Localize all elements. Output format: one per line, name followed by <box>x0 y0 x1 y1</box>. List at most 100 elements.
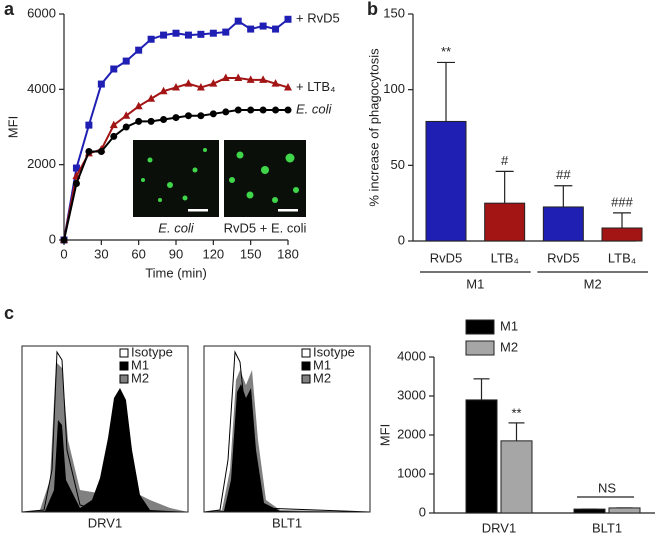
marker <box>122 123 130 131</box>
legend-label: M2 <box>313 370 331 385</box>
panel-label: a <box>4 0 15 19</box>
marker <box>247 25 255 33</box>
marker <box>135 117 143 125</box>
marker <box>184 31 192 39</box>
marker <box>85 121 93 129</box>
y-tick-label: 100 <box>383 81 405 96</box>
y-axis-label: MFI <box>377 424 392 446</box>
marker <box>122 111 131 119</box>
marker <box>184 112 192 120</box>
marker <box>272 106 280 114</box>
marker <box>271 79 280 87</box>
category-annotation: NS <box>598 480 616 495</box>
marker <box>284 106 292 114</box>
marker <box>222 108 230 116</box>
x-tick-label: 90 <box>169 246 183 261</box>
legend-swatch <box>465 319 495 335</box>
group-label: M2 <box>584 276 602 291</box>
marker <box>134 101 143 110</box>
panel-label: c <box>4 303 14 323</box>
y-tick-label: 2000 <box>27 156 56 171</box>
marker <box>209 110 217 118</box>
panel-label: b <box>367 0 378 19</box>
y-tick-label: 1000 <box>397 465 426 480</box>
marker <box>221 73 230 82</box>
marker <box>159 86 168 95</box>
marker <box>196 82 205 91</box>
marker <box>234 106 242 114</box>
x-tick-label: 150 <box>240 246 262 261</box>
marker <box>172 114 180 122</box>
y-tick-label: 2000 <box>397 426 426 441</box>
marker <box>184 79 193 87</box>
bar-annotation: ### <box>611 194 633 209</box>
x-tick-label: RvD5 <box>430 250 463 265</box>
marker <box>259 22 267 30</box>
x-axis-label: BLT1 <box>272 515 302 530</box>
y-tick-label: 4000 <box>397 348 426 363</box>
bar <box>500 440 533 514</box>
y-tick-label: 0 <box>419 504 426 519</box>
inset-caption: E. coli <box>158 220 195 235</box>
marker <box>209 79 218 87</box>
y-tick-label: 50 <box>391 157 405 172</box>
legend-swatch <box>119 361 129 371</box>
marker <box>110 65 118 73</box>
marker <box>122 57 130 65</box>
bar <box>484 202 526 242</box>
y-axis-label: MFI <box>5 116 20 138</box>
marker <box>172 29 180 37</box>
bar <box>425 120 467 242</box>
legend-swatch <box>301 348 311 358</box>
marker <box>259 75 268 83</box>
marker <box>147 117 155 125</box>
marker <box>147 94 156 102</box>
legend-label: M1 <box>313 357 331 372</box>
marker <box>135 46 143 54</box>
x-axis-label: Time (min) <box>145 265 207 280</box>
legend-label: M2 <box>500 339 518 354</box>
x-tick-label: 0 <box>60 246 67 261</box>
group-label: M1 <box>466 276 484 291</box>
y-tick-label: 6000 <box>27 5 56 20</box>
series-label: E. coli <box>296 101 333 116</box>
bar <box>608 507 641 514</box>
y-tick-label: 0 <box>49 231 56 246</box>
marker <box>72 164 80 172</box>
marker <box>172 82 180 91</box>
x-tick-label: LTB₄ <box>491 250 519 265</box>
y-tick-label: 3000 <box>397 387 426 402</box>
legend-swatch <box>119 374 129 384</box>
marker <box>109 120 118 129</box>
x-axis-label: DRV1 <box>88 515 122 530</box>
marker <box>147 35 155 43</box>
bar <box>465 399 498 514</box>
bar-annotation: ** <box>511 405 521 420</box>
x-tick-label: 30 <box>94 246 108 261</box>
legend-label: M1 <box>500 318 518 333</box>
legend-label: M2 <box>131 370 149 385</box>
marker <box>246 75 255 83</box>
inset-images <box>133 140 306 217</box>
marker <box>284 82 292 91</box>
marker <box>234 73 243 82</box>
legend-swatch <box>301 361 311 371</box>
inset-caption: RvD5 + E. coli <box>224 220 307 235</box>
bar-annotation: # <box>501 153 509 168</box>
marker <box>97 147 105 155</box>
y-axis-label: % increase of phagocytosis <box>366 48 381 207</box>
marker <box>284 15 292 23</box>
legend-swatch <box>119 348 129 358</box>
marker <box>97 80 105 88</box>
bar <box>601 227 643 242</box>
marker <box>247 106 255 114</box>
x-tick-label: BLT1 <box>592 520 622 535</box>
marker <box>85 147 93 155</box>
flow-histograms <box>21 345 371 513</box>
x-tick-label: 60 <box>131 246 145 261</box>
legend-swatch <box>465 340 495 356</box>
marker <box>110 132 118 140</box>
y-tick-label: 0 <box>398 232 405 247</box>
x-tick-label: DRV1 <box>482 520 516 535</box>
x-tick-label: LTB₄ <box>608 250 636 265</box>
